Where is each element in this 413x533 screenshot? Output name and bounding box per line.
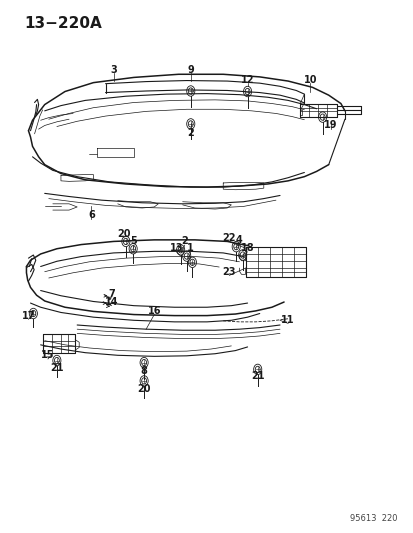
Text: 11: 11 [281, 315, 294, 325]
Text: 3: 3 [110, 64, 117, 75]
Text: 13−220A: 13−220A [24, 16, 102, 31]
Text: 21: 21 [50, 363, 64, 373]
Text: 2: 2 [181, 237, 188, 246]
Text: 9: 9 [187, 64, 194, 75]
Text: 12: 12 [240, 75, 254, 85]
Text: 15: 15 [41, 350, 55, 360]
Text: 13: 13 [169, 243, 183, 253]
Text: 4: 4 [235, 236, 242, 245]
Text: 21: 21 [250, 371, 264, 381]
Text: 22: 22 [222, 233, 235, 243]
Text: 16: 16 [147, 306, 161, 316]
Text: 23: 23 [222, 266, 235, 277]
Text: 20: 20 [137, 384, 150, 394]
Text: 95613  220: 95613 220 [349, 514, 397, 523]
Text: 8: 8 [140, 366, 147, 376]
Text: 10: 10 [303, 75, 316, 85]
Text: 1: 1 [187, 243, 194, 253]
Text: 7: 7 [108, 289, 115, 298]
Text: 19: 19 [323, 120, 337, 131]
Text: 6: 6 [88, 211, 95, 220]
Text: 2: 2 [187, 128, 194, 138]
Text: 17: 17 [21, 311, 35, 321]
Text: 20: 20 [117, 229, 130, 239]
Text: 5: 5 [130, 237, 137, 246]
Text: 14: 14 [104, 297, 118, 307]
Text: 18: 18 [240, 243, 254, 253]
